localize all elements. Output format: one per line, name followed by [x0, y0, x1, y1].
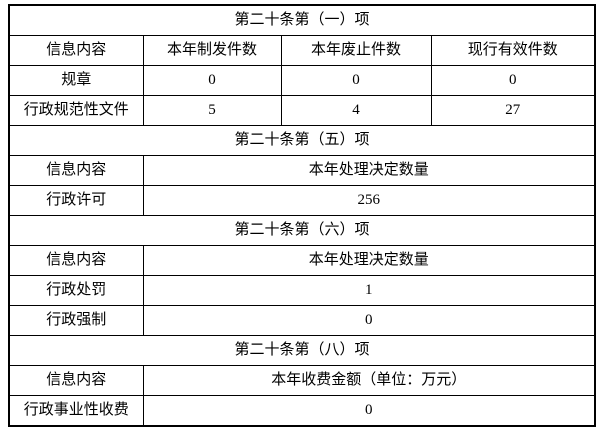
section4-col-header-fees-collected: 本年收费金额（单位：万元） — [142, 365, 596, 396]
section4-title-row: 第二十条第（八）项 — [8, 335, 596, 366]
cell-normative-issued: 5 — [142, 95, 282, 126]
cell-regulations-effective: 0 — [430, 65, 596, 96]
section3-title: 第二十条第（六）项 — [8, 215, 596, 246]
section2-title-row: 第二十条第（五）项 — [8, 125, 596, 156]
section4-header-row: 信息内容 本年收费金额（单位：万元） — [8, 365, 596, 396]
cell-regulations-issued: 0 — [142, 65, 282, 96]
section2-col-header-decisions-count: 本年处理决定数量 — [142, 155, 596, 186]
section1-col-header-issued-this-year: 本年制发件数 — [142, 35, 282, 66]
cell-licensing-decisions: 256 — [142, 185, 596, 216]
table-row-administrative-fees: 行政事业性收费 0 — [8, 395, 596, 427]
section3-title-row: 第二十条第（六）项 — [8, 215, 596, 246]
row-label-administrative-fees: 行政事业性收费 — [8, 395, 144, 427]
cell-penalty-decisions: 1 — [142, 275, 596, 306]
cell-coercion-decisions: 0 — [142, 305, 596, 336]
table-row-administrative-licensing: 行政许可 256 — [8, 185, 596, 216]
cell-regulations-repealed: 0 — [280, 65, 432, 96]
disclosure-report-table: 第二十条第（一）项 信息内容 本年制发件数 本年废止件数 现行有效件数 规章 0… — [8, 4, 597, 427]
section1-header-row: 信息内容 本年制发件数 本年废止件数 现行有效件数 — [8, 35, 596, 66]
section1-col-header-repealed-this-year: 本年废止件数 — [280, 35, 432, 66]
row-label-normative-documents: 行政规范性文件 — [8, 95, 144, 126]
table-row-regulations: 规章 0 0 0 — [8, 65, 596, 96]
section2-col-header-info-content: 信息内容 — [8, 155, 144, 186]
row-label-administrative-licensing: 行政许可 — [8, 185, 144, 216]
row-label-regulations: 规章 — [8, 65, 144, 96]
section1-title: 第二十条第（一）项 — [8, 4, 596, 36]
row-label-administrative-penalty: 行政处罚 — [8, 275, 144, 306]
table-row-administrative-coercion: 行政强制 0 — [8, 305, 596, 336]
section4-col-header-info-content: 信息内容 — [8, 365, 144, 396]
section1-col-header-info-content: 信息内容 — [8, 35, 144, 66]
row-label-administrative-coercion: 行政强制 — [8, 305, 144, 336]
cell-fees-amount: 0 — [142, 395, 596, 427]
cell-normative-effective: 27 — [430, 95, 596, 126]
section3-col-header-info-content: 信息内容 — [8, 245, 144, 276]
section2-header-row: 信息内容 本年处理决定数量 — [8, 155, 596, 186]
section1-title-row: 第二十条第（一）项 — [8, 4, 596, 36]
section2-title: 第二十条第（五）项 — [8, 125, 596, 156]
table-row-normative-documents: 行政规范性文件 5 4 27 — [8, 95, 596, 126]
table-row-administrative-penalty: 行政处罚 1 — [8, 275, 596, 306]
section4-title: 第二十条第（八）项 — [8, 335, 596, 366]
section3-header-row: 信息内容 本年处理决定数量 — [8, 245, 596, 276]
section1-col-header-currently-effective: 现行有效件数 — [430, 35, 596, 66]
cell-normative-repealed: 4 — [280, 95, 432, 126]
section3-col-header-decisions-count: 本年处理决定数量 — [142, 245, 596, 276]
